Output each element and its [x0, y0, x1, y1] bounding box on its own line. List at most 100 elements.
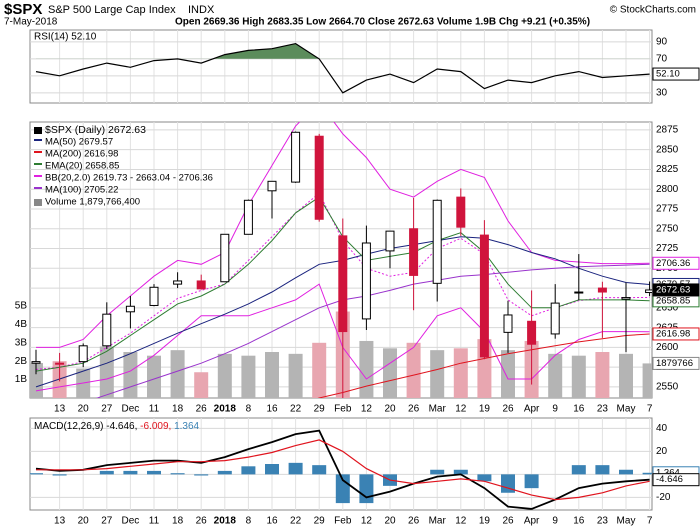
candle-body: [173, 280, 183, 285]
x-tick-label: 27: [101, 404, 113, 415]
macd-histogram-bar: [52, 474, 67, 476]
volume-bar: [383, 348, 397, 398]
macd-histogram-bar: [619, 469, 633, 475]
macd-histogram-bar: [477, 474, 492, 482]
x-tick-label: 26: [408, 404, 420, 415]
legend-label: BB(20,2.0) 2619.73 - 2663.04 - 2706.36: [45, 173, 213, 184]
x-tick-label: 13: [54, 516, 66, 527]
volume-bar: [99, 346, 114, 398]
x-tick-label: Mar: [429, 516, 447, 527]
x-tick-label: 7: [647, 404, 653, 415]
y-tick-label: 2550: [656, 382, 679, 393]
candle-body: [527, 320, 537, 345]
macd-histogram-bar: [217, 470, 232, 475]
macd-histogram-bar: [147, 470, 161, 475]
x-tick-label: 19: [479, 404, 491, 415]
macd-histogram-bar: [501, 474, 515, 493]
volume-tick-label: 5B: [15, 301, 28, 312]
x-tick-label: 22: [290, 516, 302, 527]
value-tag-box: [652, 67, 700, 81]
volume-tick-label: 2B: [15, 356, 28, 367]
x-tick-label: 16: [266, 404, 278, 415]
volume-bar: [453, 348, 468, 398]
volume-bar: [241, 355, 256, 398]
x-tick-label: 2018: [214, 516, 237, 527]
x-tick-label: 26: [502, 404, 514, 415]
volume-bar: [194, 372, 209, 398]
value-tag: 1879766: [656, 358, 693, 369]
candle-body: [243, 199, 253, 235]
x-tick-label: Apr: [524, 404, 540, 415]
candle-body: [409, 228, 419, 276]
x-tick-label: 8: [246, 404, 252, 415]
x-tick-label: 23: [597, 404, 609, 415]
x-tick-label: 2018: [214, 404, 237, 415]
y-tick-label: 30: [656, 87, 668, 98]
legend-swatch: [34, 163, 42, 165]
legend-part: -4.646,: [106, 421, 137, 432]
y-tick-label: 2850: [656, 144, 679, 155]
volume-tick-label: 1B: [15, 374, 28, 385]
candle-body: [645, 289, 652, 294]
rsi-line: [35, 42, 650, 94]
macd-histogram-bar: [359, 474, 374, 504]
price-plot: [30, 122, 652, 398]
volume-tick-label: 4B: [15, 319, 28, 330]
exchange: INDX: [188, 4, 215, 16]
x-tick-label: 12: [455, 404, 467, 415]
volume-bar: [548, 353, 563, 398]
legend-swatch: [34, 139, 42, 141]
legend-part: -6.009,: [140, 421, 171, 432]
date: 7-May-2018: [4, 17, 58, 28]
candle-body: [503, 314, 513, 333]
legend-label: Volume 1,879,766,400: [45, 197, 140, 208]
legend-label: MA(200) 2616.98: [45, 149, 118, 160]
x-tick-label: 20: [384, 516, 396, 527]
macd-histogram-bar: [524, 474, 539, 489]
candle-body: [456, 196, 466, 228]
x-tick-label: 12: [361, 516, 373, 527]
y-tick-label: 2800: [656, 184, 679, 195]
x-tick-label: 7: [647, 516, 653, 527]
labels: 30507090RSI(14) 52.1052.10132027Dec11182…: [15, 32, 700, 527]
volume-bar: [406, 342, 421, 398]
candle-body: [220, 233, 230, 283]
x-tick-label: 12: [455, 516, 467, 527]
volume-bar: [359, 340, 374, 398]
legend-label: EMA(20) 2658.85: [45, 161, 119, 172]
y-tick-label: 70: [656, 54, 668, 65]
value-tag: 2706.36: [656, 258, 690, 269]
value-tag-box: [652, 327, 700, 341]
macd-panel: [29, 417, 653, 511]
x-tick-label: 26: [196, 516, 208, 527]
y-tick-label: 2875: [656, 125, 679, 136]
x-tick-label: 27: [101, 516, 113, 527]
legend-part: 1.364: [174, 421, 199, 432]
x-tick-label: Dec: [122, 404, 140, 415]
value-tag-box: [652, 356, 700, 370]
x-tick-label: 18: [172, 404, 184, 415]
value-tag: 2616.98: [656, 328, 690, 339]
candle-body: [78, 345, 88, 363]
macd-histogram-bar: [312, 465, 327, 475]
x-tick-label: 9: [552, 516, 558, 527]
macd-histogram-bar: [430, 469, 445, 475]
index-name: S&P 500 Large Cap Index: [48, 4, 176, 16]
x-tick-label: May: [617, 404, 636, 415]
volume-bar: [147, 355, 161, 398]
x-tick-label: 9: [552, 404, 558, 415]
rsi-plot: [30, 30, 652, 103]
macd-histogram-bar: [170, 473, 185, 475]
macd-histogram-bar: [194, 474, 209, 476]
candle-body: [338, 235, 348, 333]
macd-histogram-bar: [123, 470, 138, 475]
candle-body: [385, 230, 395, 252]
x-tick-label: 8: [246, 516, 252, 527]
bb-middle: [35, 192, 650, 370]
macd-plot: [30, 418, 652, 510]
macd-histogram-bar: [265, 464, 279, 475]
x-tick-label: 26: [408, 516, 420, 527]
x-tick-label: 11: [149, 516, 160, 527]
x-tick-label: 26: [196, 404, 208, 415]
